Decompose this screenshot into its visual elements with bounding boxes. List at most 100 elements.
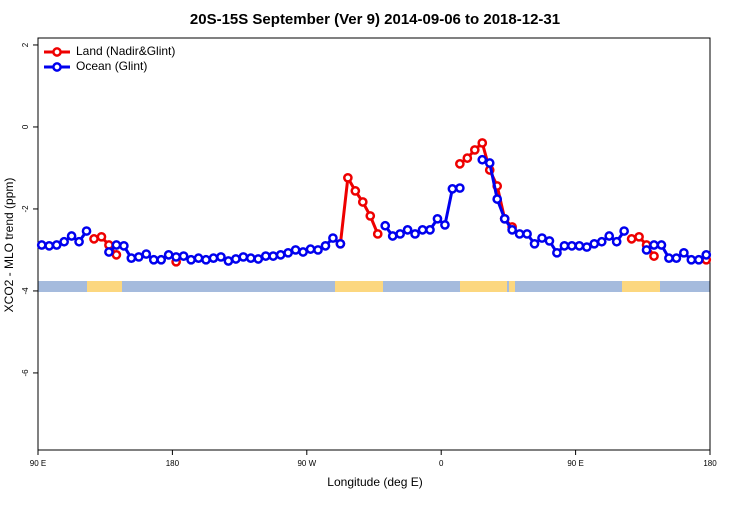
point — [380, 220, 391, 231]
point — [492, 194, 503, 204]
point — [66, 231, 77, 241]
land-mask-strip — [38, 281, 710, 292]
y-tick-label: -6 — [21, 369, 30, 377]
point — [178, 251, 189, 261]
point — [283, 247, 293, 258]
point — [372, 229, 383, 239]
point — [649, 251, 659, 261]
chart-title: 20S-15S September (Ver 9) 2014-09-06 to … — [190, 11, 560, 28]
point — [462, 153, 473, 163]
point — [335, 238, 346, 249]
legend-label: Land (Nadir&Glint) — [76, 44, 175, 58]
point — [604, 231, 615, 241]
point — [133, 252, 144, 262]
point — [141, 249, 152, 259]
point — [402, 225, 413, 235]
point — [410, 229, 420, 239]
point — [104, 247, 114, 257]
point — [574, 240, 585, 251]
point — [208, 253, 219, 263]
point — [559, 240, 570, 251]
point — [51, 240, 62, 250]
point — [507, 225, 517, 235]
point — [544, 236, 555, 246]
point — [679, 247, 689, 258]
point — [626, 234, 637, 244]
point — [59, 236, 69, 247]
point — [425, 225, 435, 235]
y-tick-label: -4 — [21, 287, 30, 295]
point — [529, 238, 540, 249]
point — [611, 236, 622, 247]
point — [634, 231, 644, 242]
y-tick-label: 0 — [21, 124, 30, 129]
point — [477, 138, 488, 148]
legend: Land (Nadir&Glint)Ocean (Glint) — [44, 44, 175, 73]
point — [201, 254, 211, 265]
point — [305, 244, 316, 254]
point — [664, 253, 674, 263]
point — [552, 247, 562, 258]
point — [395, 229, 405, 239]
x-tick-label: 180 — [166, 459, 180, 468]
point — [260, 251, 271, 261]
point — [589, 238, 600, 249]
point — [514, 229, 525, 239]
x-tick-label: 0 — [439, 459, 444, 468]
point — [619, 226, 629, 236]
point — [245, 253, 256, 263]
point — [275, 250, 286, 260]
point — [238, 252, 249, 262]
x-tick-label: 90 E — [567, 459, 583, 468]
point — [686, 254, 697, 265]
point — [36, 240, 47, 250]
point — [216, 252, 226, 262]
point — [156, 254, 167, 265]
y-tick-label: -2 — [21, 205, 30, 213]
point — [417, 225, 428, 235]
point — [96, 231, 107, 242]
x-axis-label: Longitude (deg E) — [327, 475, 422, 489]
point — [231, 254, 241, 264]
point — [440, 220, 450, 230]
point — [44, 240, 55, 251]
series-line — [41, 158, 708, 263]
point — [469, 145, 480, 155]
point — [455, 159, 465, 169]
legend-marker — [52, 47, 62, 57]
point — [387, 231, 398, 241]
legend-marker — [52, 62, 62, 72]
point — [641, 245, 652, 255]
point — [484, 158, 495, 168]
x-tick-label: 180 — [703, 459, 717, 468]
point — [163, 250, 174, 260]
point — [537, 233, 547, 243]
point — [596, 236, 607, 247]
y-axis-label: XCO2 - MLO trend (ppm) — [2, 178, 16, 313]
point — [111, 250, 122, 260]
point — [186, 254, 196, 265]
point — [298, 247, 308, 257]
point — [477, 154, 488, 165]
point — [581, 242, 592, 252]
point — [313, 245, 323, 255]
point — [148, 254, 159, 265]
point — [119, 240, 129, 251]
point — [223, 256, 234, 266]
point — [320, 240, 331, 251]
point — [701, 250, 712, 260]
y-tick-label: 2 — [21, 42, 30, 47]
point — [432, 213, 443, 224]
point — [126, 253, 137, 263]
point — [656, 240, 667, 250]
point — [350, 186, 361, 196]
point — [567, 240, 577, 251]
plot-frame — [37, 37, 711, 451]
legend-label: Ocean (Glint) — [76, 59, 147, 73]
point — [111, 240, 122, 250]
point — [171, 252, 181, 262]
point — [455, 183, 465, 193]
point — [253, 254, 264, 264]
point — [328, 233, 338, 243]
